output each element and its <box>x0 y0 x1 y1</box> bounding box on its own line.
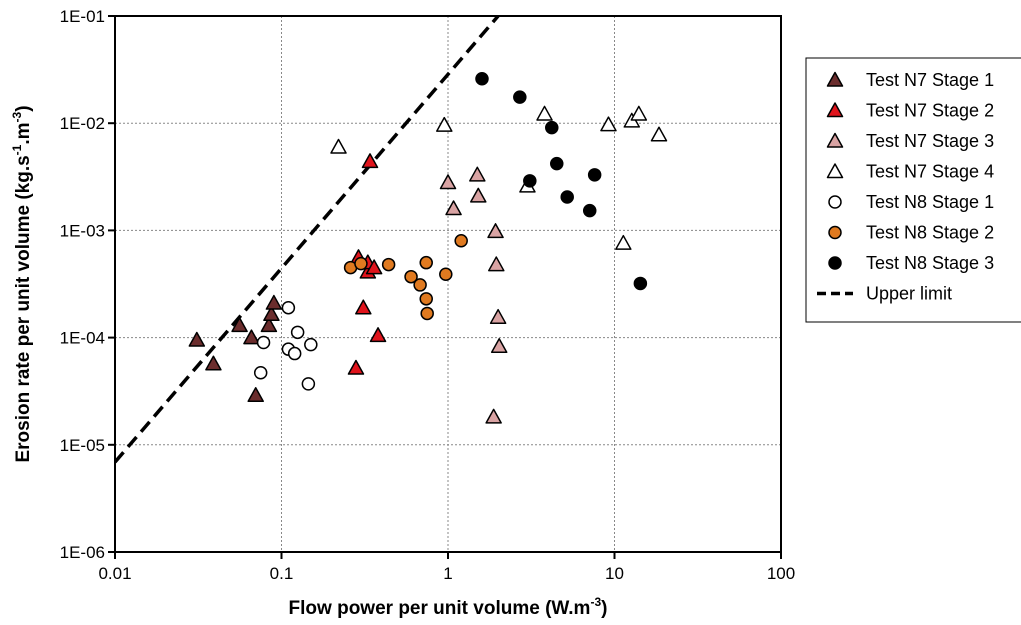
x-tick-label: 0.01 <box>98 564 131 583</box>
upper-limit-line <box>115 16 500 464</box>
test-n7-stage-4-point <box>536 105 553 121</box>
legend-label-test-n8-stage-1: Test N8 Stage 1 <box>866 192 994 212</box>
legend-marker-test-n7-stage-4 <box>826 163 844 179</box>
test-n7-stage-3-point <box>489 308 507 324</box>
test-n7-stage-3-point <box>490 338 508 354</box>
test-n8-stage-1-point <box>290 325 305 340</box>
test-n8-stage-2-point <box>454 234 468 248</box>
test-n8-stage-2-point <box>354 256 368 271</box>
test-n8-stage-3-point <box>513 90 527 104</box>
test-n8-stage-1-point <box>281 300 296 315</box>
test-n7-stage-3-point <box>469 166 486 182</box>
y-tick-label: 1E-02 <box>60 114 105 133</box>
y-tick-label: 1E-04 <box>60 329 105 348</box>
test-n8-stage-3-point <box>633 276 648 291</box>
test-n7-stage-4-point <box>436 116 453 132</box>
test-n8-stage-3-point <box>475 71 489 86</box>
legend-marker-test-n7-stage-3 <box>826 132 844 148</box>
legend-marker-test-n7-stage-1 <box>826 71 844 87</box>
x-tick-label: 0.1 <box>270 564 294 583</box>
y-axis-label: Erosion rate per unit volume (kg.s-1.m-3… <box>10 105 34 462</box>
y-tick-label: 1E-03 <box>60 221 105 240</box>
plot-area <box>115 16 668 464</box>
test-n8-stage-1-point <box>287 346 302 361</box>
legend-label-test-n7-stage-3: Test N7 Stage 3 <box>866 131 994 151</box>
test-n7-stage-4-point <box>630 105 648 121</box>
test-n7-stage-2-point <box>365 259 383 275</box>
test-n8-stage-2-point <box>419 255 433 270</box>
legend-marker-test-n8-stage-3 <box>828 256 842 270</box>
y-tick-label: 1E-06 <box>60 543 105 562</box>
test-n7-stage-3-point <box>485 408 502 424</box>
test-n7-stage-2-point <box>369 327 387 343</box>
y-tick-label: 1E-05 <box>60 436 105 455</box>
legend-marker-test-n8-stage-2 <box>828 225 842 240</box>
test-n8-stage-1-point <box>304 337 318 352</box>
test-n8-stage-2-point <box>439 267 453 281</box>
test-n7-stage-4-point <box>650 126 668 142</box>
legend-label-test-n7-stage-1: Test N7 Stage 1 <box>866 70 994 90</box>
test-n8-stage-3-point <box>550 156 564 171</box>
test-n7-stage-1-point <box>205 355 222 371</box>
legend-box <box>805 57 1021 323</box>
test-n8-stage-2-point <box>420 306 434 321</box>
test-n8-stage-2-point <box>404 269 418 284</box>
test-n8-stage-2-point <box>413 278 427 292</box>
test-n7-stage-3-point <box>445 200 462 216</box>
test-n8-stage-2-point <box>419 292 433 306</box>
test-n7-stage-4-point <box>330 138 347 154</box>
grid-lines <box>115 16 781 552</box>
test-n7-stage-3-point <box>439 174 457 190</box>
legend-label-test-n7-stage-4: Test N7 Stage 4 <box>866 162 994 182</box>
test-n7-stage-3-point <box>488 256 505 272</box>
y-tick-label: 1E-01 <box>60 7 105 26</box>
test-n7-stage-2-point <box>355 299 372 315</box>
test-n7-stage-1-point <box>243 329 260 345</box>
legend-label-test-n8-stage-3: Test N8 Stage 3 <box>866 253 994 273</box>
test-n8-stage-3-point <box>582 203 597 218</box>
test-n8-stage-3-point <box>545 120 559 135</box>
test-n7-stage-3-point <box>470 187 487 203</box>
x-tick-label: 1 <box>443 564 452 583</box>
test-n7-stage-1-point <box>265 294 283 310</box>
test-n7-stage-2-point <box>347 359 365 375</box>
test-n7-stage-3-point <box>487 223 504 239</box>
legend: Test N7 Stage 1 Test N7 Stage 2 Test N7 St… <box>805 57 1021 323</box>
legend-marker-test-n7-stage-2 <box>826 102 844 118</box>
test-n7-stage-1-point <box>188 331 206 347</box>
legend-label-upper-limit: Upper limit <box>866 284 952 304</box>
test-n8-stage-2-point <box>381 257 396 272</box>
test-n8-stage-3-point <box>523 174 537 188</box>
legend-marker-test-n8-stage-1 <box>828 195 842 209</box>
axis-ticks: 0.01 0.1 1 10 100 1E-06 1E-05 1E-04 1E-03 1E-02 1E… <box>60 7 796 583</box>
test-n7-stage-1-point <box>263 306 280 322</box>
legend-label-test-n7-stage-2: Test N7 Stage 2 <box>866 101 994 121</box>
test-n8-stage-3-point <box>587 168 602 182</box>
test-n7-stage-4-point <box>600 116 617 132</box>
test-n7-stage-4-point <box>615 234 632 250</box>
test-n7-stage-1-point <box>231 317 248 333</box>
test-n7-stage-1-point <box>247 386 264 402</box>
test-n8-stage-3-point <box>560 190 574 204</box>
data-points <box>188 71 668 424</box>
x-tick-label: 10 <box>605 564 624 583</box>
test-n7-stage-1-point <box>260 317 278 333</box>
x-tick-label: 100 <box>767 564 795 583</box>
test-n8-stage-1-point <box>301 377 316 391</box>
legend-label-test-n8-stage-2: Test N8 Stage 2 <box>866 223 994 243</box>
test-n8-stage-1-point <box>253 366 268 380</box>
x-axis-label: Flow power per unit volume (W.m-3) <box>289 595 608 619</box>
test-n8-stage-1-point <box>256 335 271 350</box>
test-n7-stage-2-point <box>361 153 379 169</box>
